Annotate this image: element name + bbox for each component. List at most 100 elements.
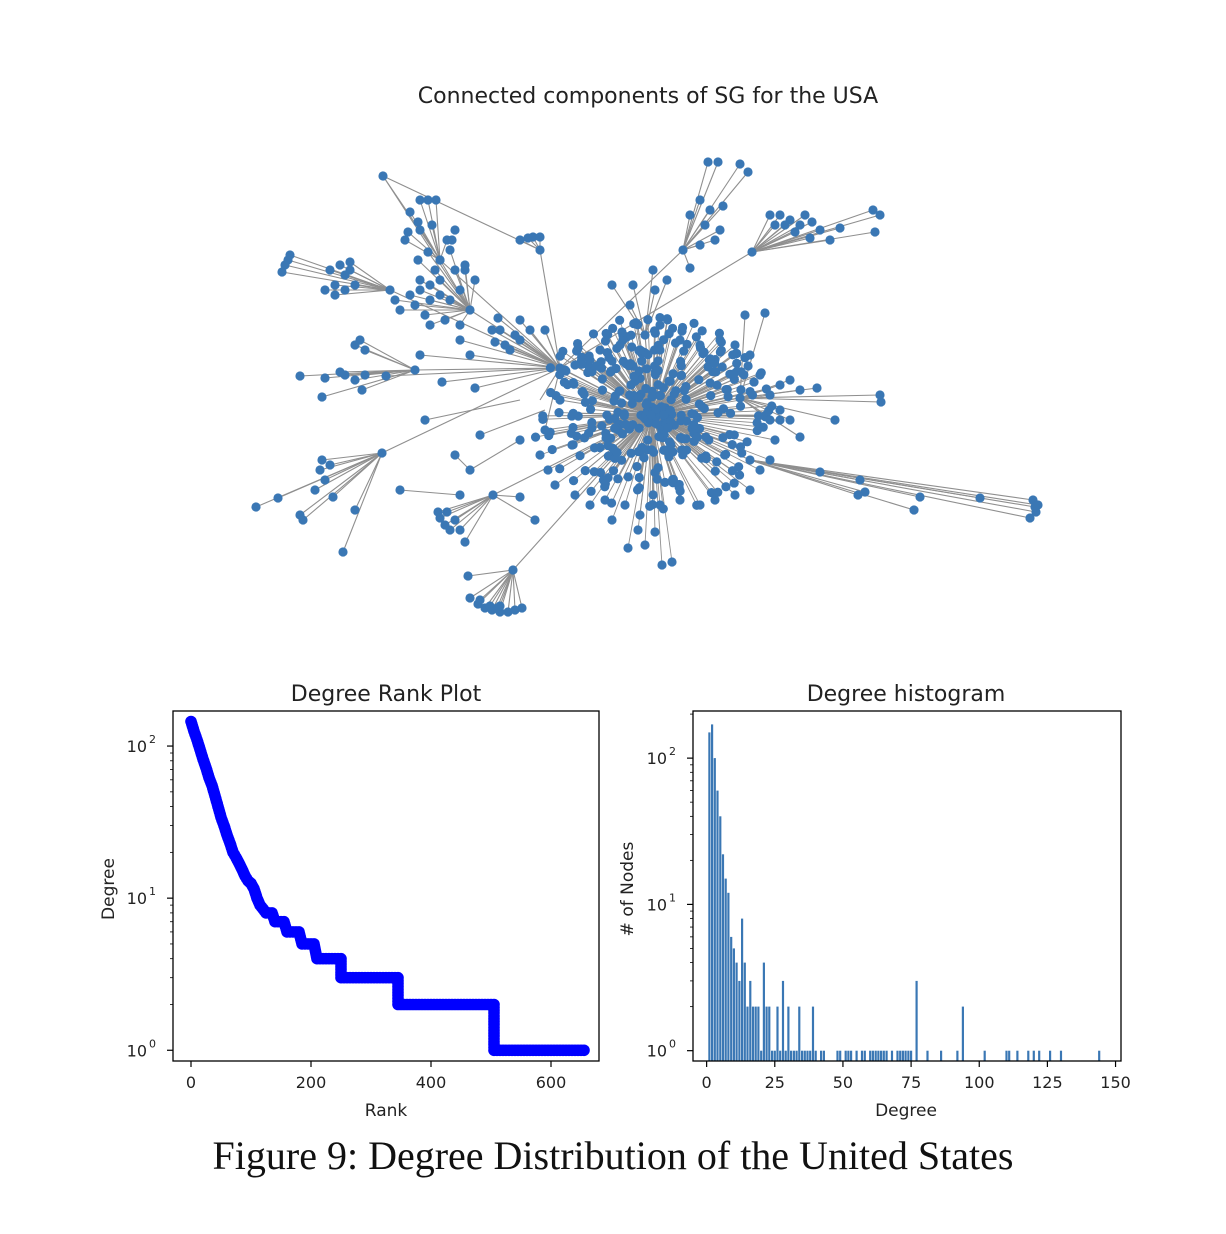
network-node	[648, 265, 658, 275]
network-edge	[651, 414, 673, 563]
histogram-bar	[803, 1050, 806, 1061]
network-node	[715, 335, 725, 345]
network-edge	[544, 329, 561, 369]
network-node	[405, 290, 415, 300]
histogram-bar	[910, 1050, 913, 1061]
network-edge	[751, 224, 776, 253]
network-node	[718, 432, 728, 443]
network-node	[697, 326, 707, 336]
network-node	[251, 502, 261, 512]
network-node	[654, 432, 664, 442]
network-node	[485, 601, 495, 611]
network-edge	[682, 161, 719, 251]
network-node	[450, 450, 460, 460]
network-edge	[441, 367, 561, 383]
histogram-bar	[983, 1050, 986, 1061]
network-node	[655, 320, 665, 330]
network-node	[662, 275, 672, 285]
network-edge	[469, 279, 476, 311]
network-edge	[289, 254, 391, 291]
network-edge	[749, 459, 915, 511]
network-node	[642, 364, 652, 374]
histogram-bar	[768, 1006, 771, 1061]
network-node	[530, 515, 540, 525]
histogram-bar	[1098, 1050, 1101, 1061]
network-edge	[512, 569, 523, 609]
network-edge	[469, 354, 561, 369]
network-node	[645, 501, 655, 511]
histogram-bar	[776, 1006, 779, 1061]
network-node	[607, 515, 617, 525]
network-nodes	[251, 157, 1043, 617]
network-node	[730, 490, 740, 500]
network-node	[335, 260, 345, 270]
network-edge	[349, 269, 391, 291]
network-node	[568, 476, 579, 486]
network-node	[425, 295, 435, 305]
hist-y-tick-exponent: 0	[669, 1038, 676, 1051]
network-node	[575, 451, 585, 461]
network-node	[530, 432, 541, 442]
network-node	[490, 337, 500, 347]
network-node	[500, 340, 510, 350]
network-node	[735, 442, 746, 452]
network-edge	[277, 452, 383, 499]
histogram-bar	[904, 1050, 907, 1061]
network-node	[425, 320, 435, 330]
network-node	[535, 232, 545, 242]
histogram-bar	[961, 1006, 964, 1061]
network-node	[435, 290, 445, 300]
network-node	[540, 425, 550, 435]
network-node	[729, 369, 739, 379]
network-node	[603, 440, 613, 451]
network-edge	[651, 344, 736, 416]
network-edge	[682, 229, 721, 251]
network-node	[450, 515, 460, 525]
network-node	[298, 515, 308, 525]
network-edge	[751, 231, 876, 253]
network-node	[710, 466, 720, 476]
hist-y-tick-exponent: 2	[669, 745, 676, 758]
network-node	[585, 500, 595, 510]
network-edge	[559, 399, 653, 416]
network-node	[785, 415, 795, 425]
network-node	[660, 477, 670, 487]
hist-x-tick-label: 100	[964, 1073, 995, 1092]
network-edge	[427, 251, 471, 311]
network-node	[632, 461, 642, 472]
network-node	[345, 257, 355, 267]
network-edge	[479, 569, 514, 601]
network-node	[662, 314, 672, 324]
network-node	[695, 340, 705, 350]
network-node	[785, 375, 795, 385]
network-node	[721, 449, 731, 460]
network-node	[617, 327, 627, 337]
network-node	[430, 265, 440, 275]
histogram-bar	[1016, 1050, 1019, 1061]
network-node	[730, 340, 740, 350]
network-node	[413, 255, 423, 265]
histogram-bar	[907, 1050, 910, 1061]
rank-plot-ylabel: Degree	[99, 858, 119, 920]
network-node	[579, 389, 589, 399]
network-node	[495, 325, 505, 335]
network-edge	[644, 279, 668, 336]
network-node	[667, 323, 678, 333]
network-node	[835, 223, 845, 233]
network-node	[825, 235, 835, 245]
network-node	[587, 417, 597, 428]
network-node	[619, 411, 629, 421]
rank-y-tick-exponent: 1	[149, 885, 156, 898]
histogram-bar	[1049, 1050, 1052, 1061]
network-node	[915, 492, 925, 502]
network-node	[445, 245, 455, 255]
network-node	[628, 280, 638, 290]
network-node	[608, 466, 619, 476]
histogram-bar	[738, 980, 741, 1061]
network-node	[705, 378, 715, 388]
network-node	[742, 437, 752, 447]
network-node	[546, 387, 556, 398]
network-node	[706, 391, 716, 401]
network-node	[663, 423, 673, 433]
network-node	[610, 423, 620, 434]
